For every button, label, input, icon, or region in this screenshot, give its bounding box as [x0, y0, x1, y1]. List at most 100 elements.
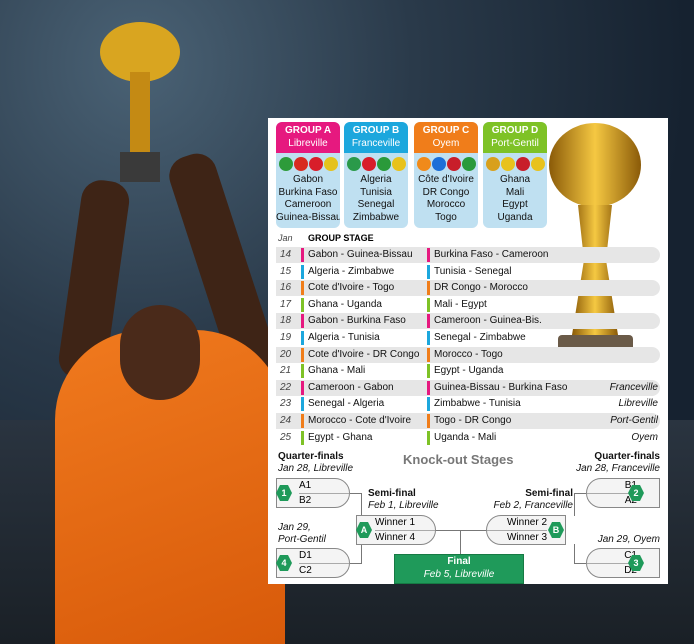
- group-color-bar: [301, 364, 304, 379]
- group-color-bar: [301, 347, 304, 362]
- schedule-row: 14 Gabon - Guinea-Bissau Burkina Faso - …: [276, 247, 660, 263]
- match-1: Algeria - Zimbabwe: [308, 265, 395, 277]
- final-label: Final: [447, 556, 471, 567]
- group-stage-title: GROUP STAGE: [308, 233, 374, 243]
- team-name: Algeria: [360, 174, 392, 185]
- day: 24: [280, 415, 292, 426]
- match-2: Uganda - Mali: [434, 431, 497, 443]
- schedule-row: 22 Cameroon - Gabon Guinea-Bissau - Burk…: [276, 379, 660, 396]
- match-1: Senegal - Algeria: [308, 398, 385, 410]
- day: 14: [280, 249, 292, 260]
- sf-label-left: Semi-final: [368, 488, 416, 499]
- match-1: Gabon - Burkina Faso: [308, 315, 406, 327]
- day: 21: [280, 365, 292, 377]
- match-2: Zimbabwe - Tunisia: [434, 398, 521, 410]
- day: 19: [280, 332, 292, 343]
- group-color-bar: [301, 248, 304, 262]
- group-header: GROUP D Port-Gentil: [483, 122, 547, 153]
- sfA-badge: A: [356, 522, 372, 538]
- schedule-row: 17 Ghana - Uganda Mali - Egypt: [276, 297, 660, 313]
- match-1: Gabon - Guinea-Bissau: [308, 249, 413, 260]
- group-color-bar: [301, 380, 304, 395]
- schedule-row: 21 Ghana - Mali Egypt - Uganda: [276, 363, 660, 379]
- sfB-badge: B: [548, 522, 564, 538]
- match-2: DR Congo - Morocco: [434, 282, 528, 294]
- team-name: Ghana: [499, 174, 531, 185]
- group-color-bar: [301, 397, 304, 412]
- group-color-bar: [427, 380, 430, 395]
- match-1: Ghana - Uganda: [308, 298, 382, 310]
- match-2: Guinea-Bissau - Burkina Faso: [434, 381, 568, 393]
- schedule-row: 15 Algeria - Zimbabwe Tunisia - Senegal: [276, 264, 660, 280]
- match-2: Cameroon - Guinea-Bis.: [434, 315, 542, 327]
- team-name: Burkina Faso: [278, 186, 338, 198]
- qf3-match: C1 D2: [586, 548, 660, 578]
- venue: Oyem: [631, 431, 658, 443]
- flag-icon: [308, 157, 323, 171]
- group-color-bar: [427, 430, 430, 445]
- group-color-bar: [301, 281, 304, 296]
- qf-label-right: Quarter-finals: [594, 451, 660, 462]
- match-1: Egypt - Ghana: [308, 431, 373, 443]
- team-name: Morocco: [426, 199, 466, 210]
- flag-icon: [293, 157, 308, 171]
- match-2: Morocco - Togo: [434, 348, 503, 360]
- group-color-bar: [427, 297, 430, 312]
- qf2-badge: 2: [628, 485, 644, 501]
- group-color-bar: [301, 430, 304, 445]
- match-2: Togo - DR Congo: [434, 415, 512, 426]
- team-name: Uganda: [497, 211, 533, 223]
- group-card: GROUP B Franceville Algeria Tunisia Senegal…: [344, 122, 408, 228]
- trophy-held-icon: [100, 22, 180, 182]
- flag-icon: [431, 157, 446, 171]
- day: 18: [280, 315, 292, 327]
- final-box: Final Feb 5, Libreville: [394, 554, 524, 584]
- day: 25: [280, 431, 292, 443]
- match-2: Senegal - Zimbabwe: [434, 332, 526, 343]
- team-name: Senegal: [357, 199, 395, 210]
- match-2: Mali - Egypt: [434, 298, 487, 310]
- team-name: Zimbabwe: [352, 211, 400, 223]
- flag-icon: [391, 157, 406, 171]
- team-name: Gabon: [292, 174, 324, 185]
- team-name: Cameroon: [284, 199, 332, 210]
- group-color-bar: [427, 414, 430, 428]
- group-name: GROUP A: [284, 125, 332, 136]
- schedule-row: 25 Egypt - Ghana Uganda - Mali Oyem: [276, 430, 660, 446]
- sf-label-right: Semi-final: [525, 488, 573, 499]
- flag-icon: [323, 157, 338, 171]
- group-city: Port-Gentil: [491, 138, 539, 149]
- group-color-bar: [427, 281, 430, 296]
- qf3-badge: 3: [628, 555, 644, 571]
- day: 22: [280, 381, 292, 393]
- team-name: Tunisia: [360, 186, 392, 198]
- group-color-bar: [427, 347, 430, 362]
- match-2: Burkina Faso - Cameroon: [434, 249, 549, 260]
- team-name: Côte d'Ivoire: [418, 174, 474, 185]
- group-color-bar: [301, 297, 304, 312]
- team-name: Egypt: [502, 199, 528, 210]
- group-color-bar: [427, 314, 430, 329]
- day: 15: [280, 265, 292, 277]
- qf3-date: Jan 29, Oyem: [597, 534, 660, 545]
- group-city: Libreville: [288, 138, 328, 149]
- qf1-badge: 1: [276, 485, 292, 501]
- flag-icon: [346, 157, 361, 171]
- group-color-bar: [427, 397, 430, 412]
- match-1: Ghana - Mali: [308, 365, 366, 377]
- sfA-date: Feb 1, Libreville: [368, 500, 439, 511]
- match-1: Algeria - Tunisia: [308, 332, 380, 343]
- qf4-badge: 4: [276, 555, 292, 571]
- sfB-match: Winner 2 Winner 3: [486, 515, 566, 545]
- schedule-row: 24 Morocco - Cote d'Ivoire Togo - DR Con…: [276, 413, 660, 429]
- sfB-date: Feb 2, Franceville: [493, 500, 573, 511]
- group-card: GROUP C Oyem Côte d'Ivoire DR Congo Morocco…: [414, 122, 478, 228]
- flag-icon: [446, 157, 461, 171]
- team-name: Mali: [505, 186, 525, 198]
- schedule-row: 18 Gabon - Burkina Faso Cameroon - Guine…: [276, 313, 660, 330]
- match-1: Morocco - Cote d'Ivoire: [308, 415, 412, 426]
- group-color-bar: [427, 248, 430, 262]
- group-color-bar: [301, 314, 304, 329]
- group-name: GROUP D: [491, 125, 539, 136]
- qf4-date: Jan 29,: [278, 522, 311, 533]
